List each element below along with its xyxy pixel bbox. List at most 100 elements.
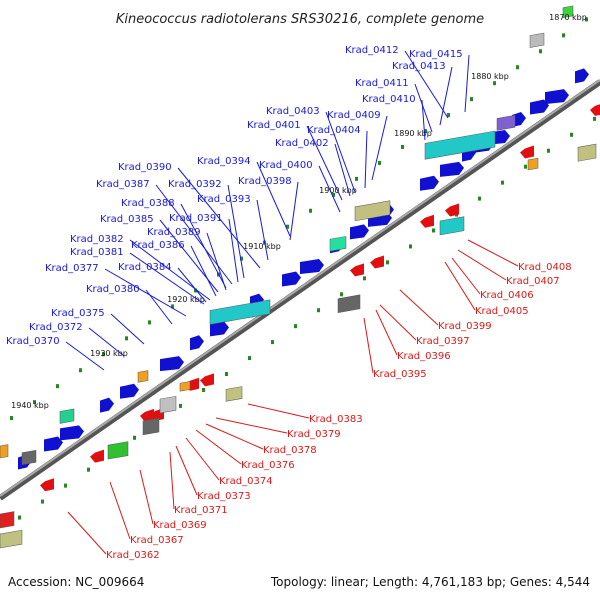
track-tick [317,308,320,313]
gene-label-forward: Krad_0403 [266,106,320,117]
track-tick [447,113,450,118]
leader-line [227,184,245,279]
leader-line [185,437,220,481]
gene-label-forward: Krad_0402 [275,138,329,149]
leader-line [371,115,388,181]
genome-backbone [0,79,600,501]
track-tick [340,292,343,297]
accession-text: Accession: NC_009664 [8,575,144,589]
track-tick [148,320,151,325]
track-tick [432,228,435,233]
leader-line [414,83,433,133]
track-tick [570,132,573,137]
misc-feature [0,511,15,529]
leader-line [110,313,145,345]
misc-feature [142,417,160,436]
leader-line [180,203,227,289]
leader-line [457,249,507,281]
gene-label-forward: Krad_0387 [96,179,150,190]
leader-line [206,232,227,291]
gene-label-reverse: Krad_0373 [197,491,251,502]
misc-feature [577,143,597,162]
track-tick [286,224,289,229]
gene-label-forward: Krad_0390 [118,162,172,173]
leader-line [467,239,519,267]
reverse-gene [200,373,214,387]
ruler-label: 1910 kbp [243,242,281,251]
leader-line [228,218,239,283]
track-tick [593,116,596,121]
gene-label-forward: Krad_0380 [86,284,140,295]
forward-gene [300,259,324,274]
leader-line [421,99,426,141]
gene-label-forward: Krad_0409 [327,110,381,121]
leader-line [104,268,187,317]
track-tick [194,288,197,293]
leader-line [364,130,368,189]
leader-line [334,143,351,197]
track-tick [539,49,542,54]
gene-label-reverse: Krad_0362 [106,550,160,561]
forward-gene [512,112,526,128]
forward-gene [120,383,139,399]
leader-line [88,327,125,357]
ruler-label: 1930 kbp [90,349,128,358]
gene-label-reverse: Krad_0379 [287,429,341,440]
gene-label-reverse: Krad_0406 [480,290,534,301]
reverse-gene [350,263,364,277]
reverse-gene [445,203,459,217]
track-tick [309,208,312,213]
gene-label-forward: Krad_0400 [259,160,313,171]
track-tick [179,403,182,408]
track-tick [493,81,496,86]
leader-line [247,403,310,419]
gene-label-forward: Krad_0413 [392,61,446,72]
leader-line [175,445,198,496]
track-tick [225,372,228,376]
misc-feature [562,5,574,18]
track-tick [562,33,565,38]
misc-feature [439,216,465,236]
leader-line [65,341,105,371]
gene-label-forward: Krad_0384 [118,262,172,273]
misc-feature [354,200,391,222]
forward-gene [530,99,549,115]
gene-label-reverse: Krad_0399 [438,321,492,332]
misc-feature [137,370,149,383]
track-tick [79,368,82,373]
ruler-label: 1890 kbp [394,129,432,138]
track-tick [294,324,297,329]
track-tick [547,148,550,153]
leader-line [451,257,481,295]
misc-feature [107,441,129,460]
leader-line [306,125,343,201]
track-tick [240,256,243,261]
reverse-gene [370,255,384,269]
gene-label-forward: Krad_0377 [45,263,99,274]
track-tick [64,483,67,488]
track-tick [401,144,404,149]
ruler-label: 1920 kbp [167,295,205,304]
leader-line [256,161,291,237]
gene-label-forward: Krad_0398 [238,176,292,187]
track-tick [378,160,381,165]
leader-line [190,245,217,297]
track-tick [585,17,588,22]
reverse-gene [520,145,534,159]
track-tick [271,340,274,345]
gene-label-forward: Krad_0386 [131,240,185,251]
gene-label-reverse: Krad_0405 [475,306,529,317]
track-tick [171,304,174,309]
forward-gene [420,175,439,191]
reverse-gene [90,449,104,463]
gene-label-forward: Krad_0388 [121,198,175,209]
leader-line [318,165,341,213]
gene-label-reverse: Krad_0378 [263,445,317,456]
track-tick [125,336,128,341]
genome-stats-text: Topology: linear; Length: 4,761,183 bp; … [270,575,590,589]
gene-tracks [0,5,600,549]
gene-label-reverse: Krad_0396 [397,351,451,362]
label-leader-lines [65,50,519,555]
